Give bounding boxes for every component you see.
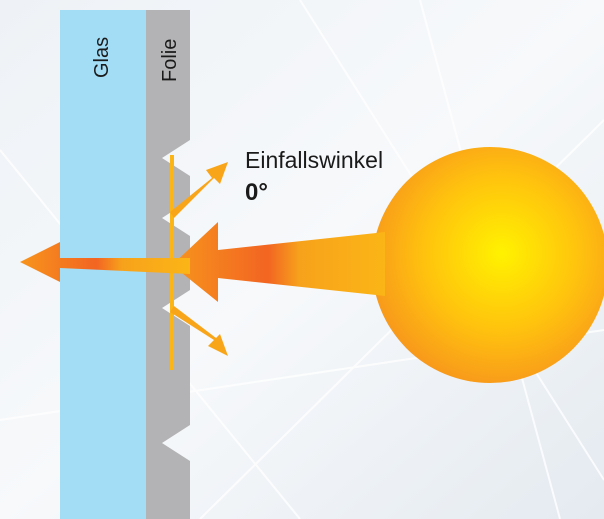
sun [372,147,604,383]
film-label: Folie [159,39,181,82]
angle-title: Einfallswinkel [245,147,383,173]
incident-beam [172,222,385,302]
transmitted-beam [20,242,190,282]
reflection-arrows [170,162,228,356]
angle-value: 0° [245,179,268,206]
glass-label: Glas [91,37,113,78]
